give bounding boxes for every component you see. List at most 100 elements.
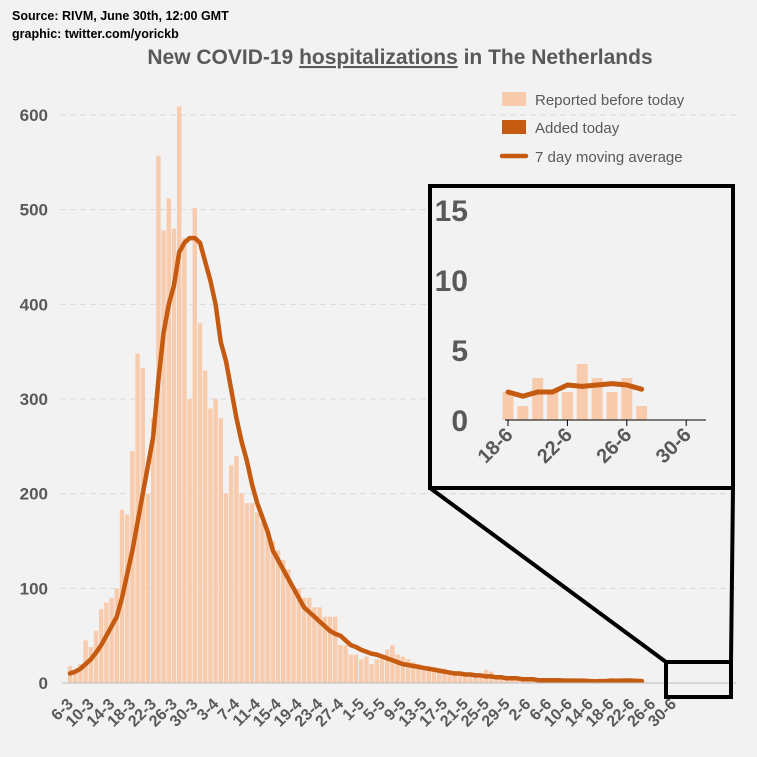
inset-bar (532, 378, 544, 420)
bar (515, 678, 520, 683)
y-tick-label: 300 (20, 390, 48, 409)
title-suffix: in The Netherlands (458, 46, 653, 69)
bar (109, 597, 114, 683)
bar (296, 588, 301, 683)
bar (374, 659, 379, 683)
y-tick-label: 500 (20, 201, 48, 220)
bar (93, 630, 99, 683)
bar (145, 493, 151, 683)
bar (411, 662, 416, 683)
bar (400, 656, 405, 683)
bar (130, 451, 135, 683)
bar (166, 198, 171, 683)
bar (203, 370, 208, 683)
title-emphasis: hospitalizations (299, 46, 458, 69)
bar (312, 607, 317, 683)
legend-label-added: Added today (535, 120, 620, 137)
bar (442, 668, 447, 683)
bar (286, 569, 291, 683)
bar (317, 607, 322, 683)
bar (192, 207, 197, 684)
y-tick-label: 600 (20, 106, 48, 125)
bar (385, 649, 390, 683)
bar (249, 503, 255, 683)
bar (78, 664, 83, 683)
bar (171, 228, 177, 683)
bar (431, 666, 437, 683)
bar (255, 512, 260, 683)
bar (265, 531, 270, 683)
inset-bar (502, 392, 514, 420)
graphic-credit-text: graphic: twitter.com/yorickb (12, 27, 179, 41)
zoom-connector-right (729, 487, 735, 663)
legend-swatch-reported (502, 92, 526, 106)
y-tick-label: 100 (20, 579, 48, 598)
bar (343, 645, 348, 683)
inset-bar (517, 406, 529, 420)
bar (307, 597, 312, 683)
y-tick-label: 200 (20, 485, 48, 504)
y-tick-label: 400 (20, 295, 48, 314)
bar (244, 503, 249, 683)
inset-frame (428, 184, 735, 490)
inset-y-tick-label: 5 (451, 335, 468, 368)
bar (281, 559, 286, 683)
inset-moving-average-line (505, 381, 645, 399)
bar (156, 155, 161, 683)
bar (223, 493, 229, 683)
bar (275, 550, 281, 683)
inset-bar (636, 406, 648, 420)
bar (437, 667, 442, 683)
source-text: Source: RIVM, June 30th, 12:00 GMT (12, 9, 229, 23)
inset-y-tick-label: 15 (435, 195, 468, 228)
inset-bar (621, 378, 633, 420)
bar (270, 541, 275, 683)
inset-bar-series (502, 364, 648, 420)
title-prefix: New COVID-19 (147, 46, 299, 69)
bar (364, 656, 369, 683)
bar (390, 645, 395, 683)
bar (327, 616, 333, 683)
bar (239, 493, 244, 683)
bar (421, 665, 426, 683)
y-axis-ticks: 0 100 200 300 400 500 600 (20, 106, 48, 693)
y-tick-label: 0 (39, 674, 48, 693)
bar (161, 230, 166, 683)
bar (405, 659, 411, 683)
bar (379, 656, 385, 683)
bar (177, 106, 182, 684)
bar (213, 399, 218, 683)
inset-y-axis-ticks: 0 5 10 15 (435, 195, 468, 438)
legend-label-reported: Reported before today (535, 92, 685, 109)
bar (473, 675, 478, 683)
bar (369, 664, 374, 683)
inset-y-tick-label: 10 (435, 265, 468, 298)
legend: Reported before today Added today 7 day … (499, 92, 685, 166)
inset-bar (576, 364, 588, 420)
bar (463, 673, 468, 683)
chart-title: New COVID-19 hospitalizations in The Net… (147, 46, 652, 69)
bar (395, 654, 400, 683)
bar (291, 588, 296, 683)
zoom-source-box (664, 660, 733, 699)
bar (197, 323, 203, 683)
bar (88, 647, 93, 683)
bar (499, 677, 504, 683)
bar (509, 678, 515, 683)
bar (187, 399, 192, 683)
bar (447, 670, 452, 683)
bar (457, 673, 463, 683)
bar (322, 616, 327, 683)
bar (140, 367, 145, 683)
bar (359, 659, 364, 683)
bar (301, 597, 307, 683)
bar (333, 616, 338, 683)
bar (229, 465, 234, 683)
bar (218, 417, 223, 683)
bar (234, 455, 239, 683)
inset-bar (561, 392, 573, 420)
inset-bar (547, 392, 559, 420)
bar (208, 408, 213, 683)
